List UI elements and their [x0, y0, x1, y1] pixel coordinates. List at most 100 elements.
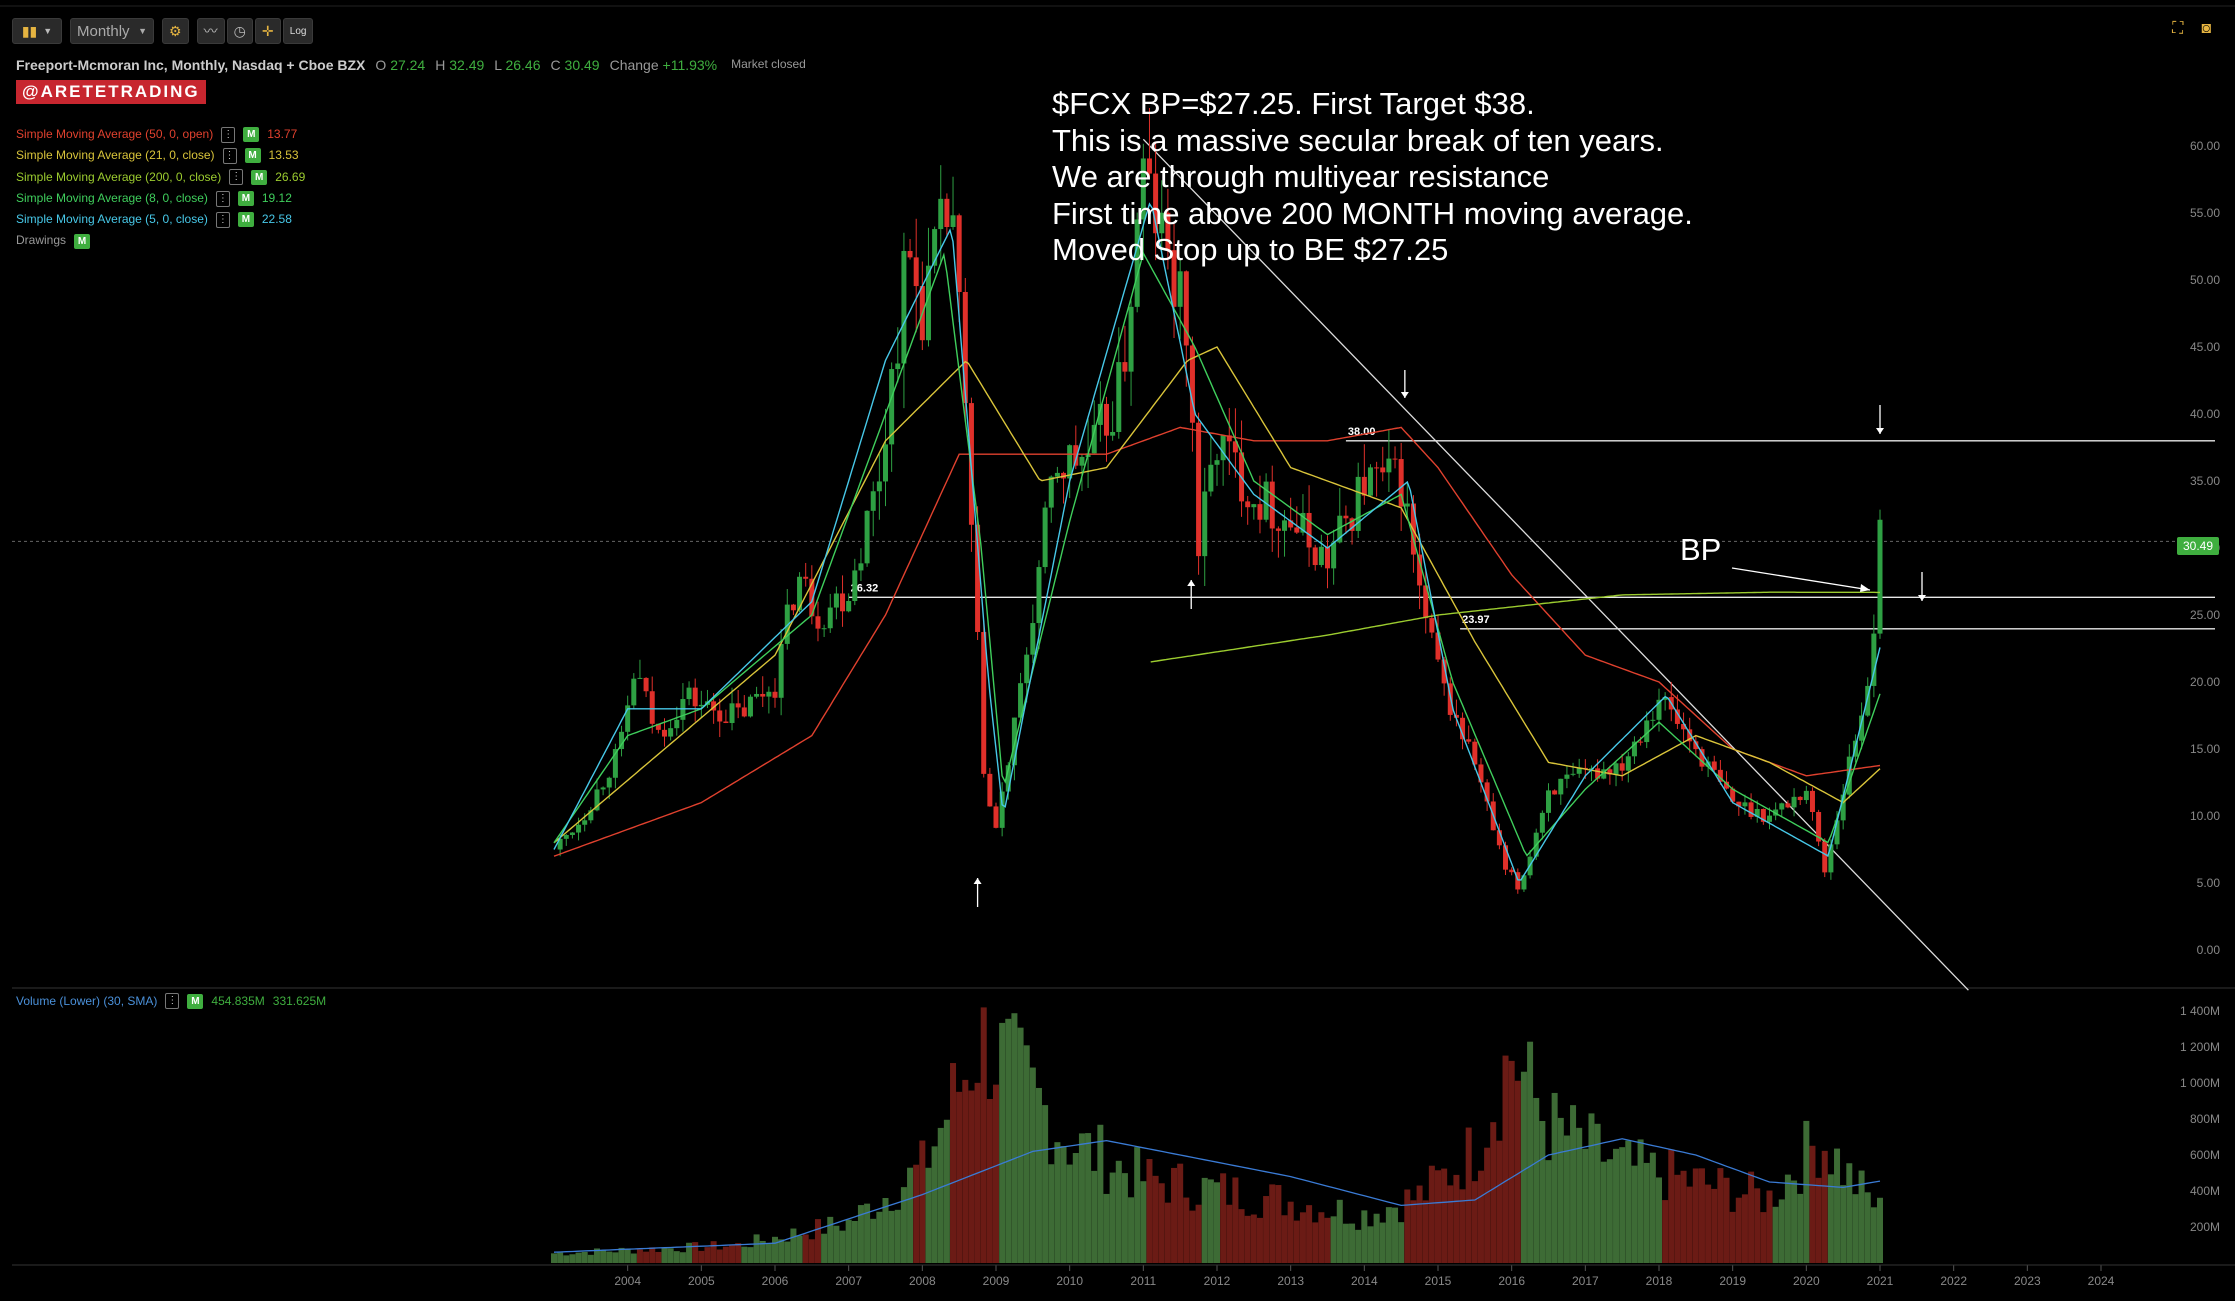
candle-body [619, 731, 625, 750]
study-row[interactable]: Simple Moving Average (8, 0, close) ⋮ M … [16, 188, 305, 209]
x-tick-label: 2015 [1425, 1274, 1452, 1288]
study-menu-icon[interactable]: ⋮ [221, 126, 236, 143]
volume-bar [673, 1251, 680, 1263]
candle-body [557, 838, 563, 850]
y-tick-label: 10.00 [2190, 809, 2220, 823]
candle-body [1435, 632, 1441, 660]
study-menu-icon[interactable]: ⋮ [165, 993, 180, 1009]
annotation-line: Moved Stop up to BE $27.25 [1052, 232, 1449, 267]
chart-style-button[interactable]: ▮▮ ▼ [12, 18, 62, 44]
candle-body [1275, 528, 1281, 531]
candle-body [1748, 802, 1754, 817]
candle-body [1785, 803, 1791, 808]
studies-button[interactable]: 〰 [196, 18, 225, 44]
moving-average-line [553, 346, 1881, 844]
candle-body [1767, 815, 1772, 822]
candle-body [1742, 802, 1748, 807]
candle-body [1300, 512, 1306, 533]
volume-bar [1121, 1173, 1128, 1263]
candle-body [1079, 456, 1085, 466]
volume-bar [1035, 1087, 1042, 1263]
volume-bar [1711, 1188, 1718, 1263]
study-row[interactable]: Simple Moving Average (21, 0, close) ⋮ M… [16, 145, 305, 166]
candle-body [1183, 271, 1189, 346]
expand-icon[interactable]: ⛶ [2172, 20, 2184, 37]
drawing-tools-button[interactable]: ✛ [254, 18, 281, 44]
volume-bar [643, 1251, 650, 1263]
volume-bar [778, 1239, 785, 1263]
candle-body [1515, 872, 1521, 890]
volume-bar [833, 1225, 840, 1263]
log-scale-button[interactable]: Log [282, 18, 314, 44]
candle-body [784, 604, 790, 644]
annotation-line: This is a massive secular break of ten y… [1052, 122, 1664, 158]
candle-body [1699, 749, 1705, 767]
study-menu-icon[interactable]: ⋮ [229, 169, 244, 186]
volume-bar [729, 1244, 736, 1263]
candle-body [840, 593, 846, 612]
study-menu-icon[interactable]: ⋮ [215, 190, 230, 207]
volume-bar [600, 1250, 607, 1263]
volume-bar [667, 1248, 674, 1263]
candle-body [1539, 812, 1545, 833]
candle-body [864, 510, 870, 564]
volume-bar [1656, 1177, 1662, 1263]
volume-bar [1428, 1165, 1435, 1263]
candle-body [981, 632, 987, 774]
volume-bar [1858, 1170, 1865, 1263]
low-label: L [494, 57, 502, 73]
volume-bar [698, 1250, 705, 1263]
candle-body [1484, 782, 1490, 802]
candle-body [858, 563, 864, 571]
study-row[interactable]: Simple Moving Average (50, 0, open) ⋮ M … [16, 124, 305, 145]
volume-bar [1435, 1170, 1441, 1263]
volume-bar [1557, 1117, 1564, 1263]
volume-bar [1821, 1150, 1828, 1263]
x-tick-label: 2008 [909, 1274, 936, 1288]
study-row[interactable]: Simple Moving Average (200, 0, close) ⋮ … [16, 167, 305, 188]
volume-bar [1870, 1207, 1877, 1263]
candle-body [1509, 869, 1515, 873]
volume-legend[interactable]: Volume (Lower) (30, SMA) ⋮ M 454.835M 33… [16, 993, 326, 1009]
candle-body [1625, 756, 1631, 771]
x-tick-label: 2018 [1646, 1274, 1673, 1288]
candle-body [1797, 796, 1803, 801]
volume-bar [1005, 1018, 1012, 1263]
level-label: 26.32 [851, 582, 879, 594]
volume-bar [882, 1197, 889, 1263]
volume-bar [1042, 1105, 1049, 1263]
history-button[interactable]: ◷ [226, 18, 253, 44]
volume-bar [993, 1084, 999, 1263]
volume-bar [1097, 1124, 1104, 1263]
x-tick-label: 2020 [1793, 1274, 1820, 1288]
candle-body [1865, 685, 1871, 716]
up-arrow-head [1187, 580, 1196, 586]
candle-body [1816, 812, 1822, 842]
period-select[interactable]: Monthly ▼ [70, 18, 154, 44]
volume-bar [827, 1216, 834, 1263]
volume-bar [1226, 1204, 1233, 1263]
candle-body [1165, 212, 1171, 251]
candle-body [895, 363, 901, 370]
volume-bar [1453, 1174, 1460, 1263]
candle-body [1177, 271, 1183, 307]
watermark-badge: @ARETETRADING [16, 80, 206, 104]
study-row[interactable]: Simple Moving Average (5, 0, close) ⋮ M … [16, 209, 305, 230]
volume-bar [913, 1164, 920, 1263]
drawings-row[interactable]: Drawings M [16, 230, 305, 251]
volume-bar [587, 1254, 594, 1263]
study-menu-icon[interactable]: ⋮ [215, 211, 230, 228]
x-tick-label: 2021 [1867, 1274, 1894, 1288]
volume-bar [894, 1209, 901, 1263]
settings-button[interactable]: ⚙ [162, 18, 189, 44]
volume-bar [802, 1234, 809, 1263]
y-tick-label: 5.00 [2197, 876, 2221, 890]
camera-icon[interactable]: ◙ [2201, 20, 2211, 37]
study-menu-icon[interactable]: ⋮ [222, 147, 237, 164]
change-label: Change [609, 57, 659, 73]
candle-body [1656, 699, 1662, 720]
volume-bar [1048, 1164, 1055, 1263]
candle-body [637, 677, 643, 679]
volume-value-2: 331.625M [272, 994, 327, 1008]
